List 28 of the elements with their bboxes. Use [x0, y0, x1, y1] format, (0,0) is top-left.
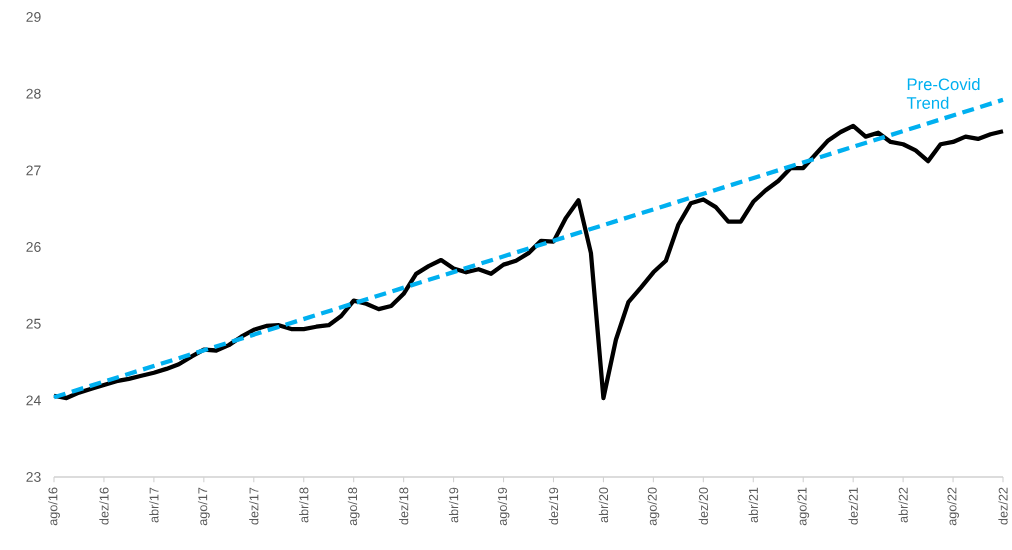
x-tick-label: dez/21 — [848, 487, 858, 525]
x-tick-label: abr/22 — [898, 487, 908, 523]
series-label: Pre-Covid Trend — [906, 77, 980, 109]
x-tick-label: dez/20 — [698, 487, 708, 525]
x-tick-label: abr/17 — [149, 487, 159, 523]
x-tick-label: abr/21 — [748, 487, 758, 523]
x-tick-label: ago/17 — [197, 487, 210, 526]
y-tick-label: 28 — [26, 88, 41, 99]
x-tick-label: ago/20 — [647, 487, 660, 526]
x-tick-label: abr/18 — [299, 487, 309, 523]
x-tick-label: dez/16 — [99, 487, 109, 525]
y-tick-label: 29 — [26, 12, 41, 22]
y-tick-label: 26 — [26, 242, 41, 252]
x-tick-label: ago/19 — [497, 487, 510, 526]
y-tick-label: 25 — [26, 318, 41, 329]
x-tick-label: abr/19 — [448, 487, 459, 523]
y-tick-label: 23 — [26, 472, 41, 482]
x-tick-label: dez/17 — [249, 487, 259, 525]
y-tick-label: 27 — [26, 165, 41, 176]
x-tick-label: ago/22 — [947, 487, 959, 526]
x-tick-label: ago/16 — [48, 487, 60, 526]
y-tick-label: 24 — [26, 395, 41, 406]
x-tick-label: dez/19 — [548, 487, 559, 525]
x-tick-label: ago/21 — [797, 487, 810, 526]
x-tick-label: dez/22 — [998, 487, 1008, 525]
x-tick-label: ago/18 — [347, 487, 360, 526]
x-tick-label: dez/18 — [398, 487, 409, 525]
x-tick-label: abr/20 — [598, 487, 609, 523]
